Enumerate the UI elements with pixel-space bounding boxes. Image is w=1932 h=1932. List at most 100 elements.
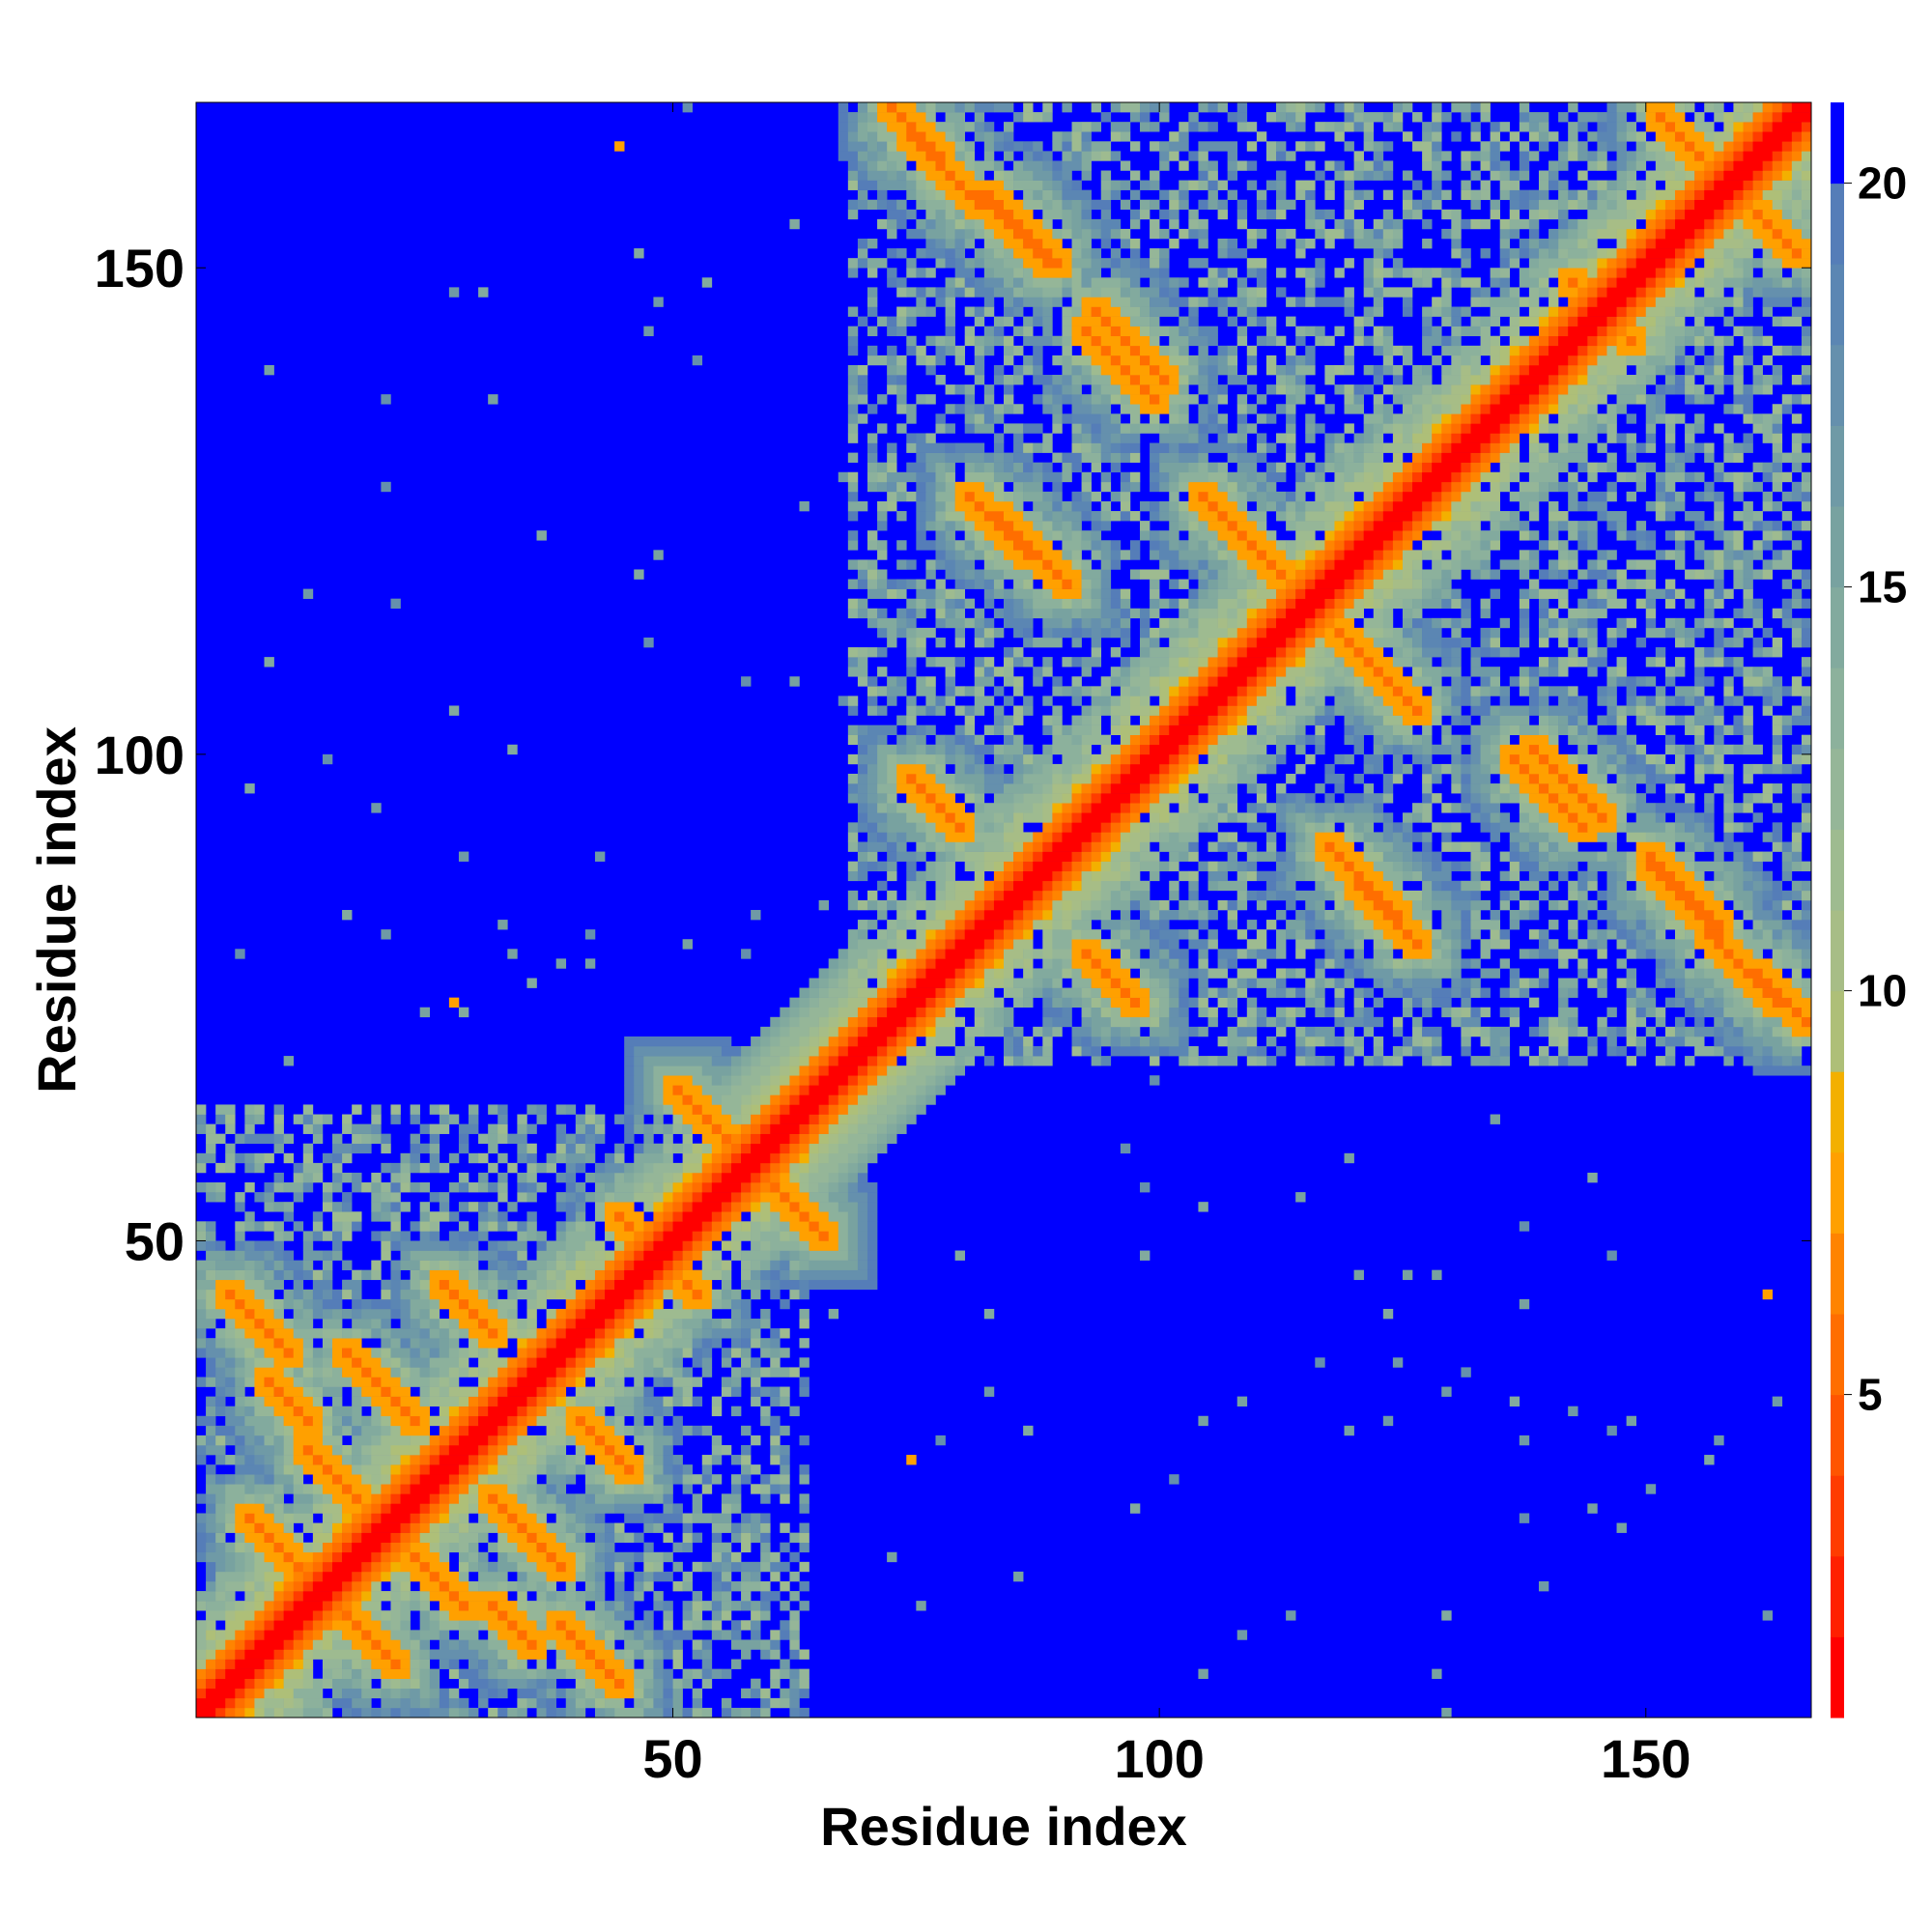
heatmap-cell — [225, 1542, 236, 1553]
heatmap-cell — [1791, 753, 1803, 765]
heatmap-cell — [469, 1415, 479, 1427]
heatmap-cell — [264, 1221, 274, 1232]
heatmap-cell — [1606, 841, 1617, 852]
heatmap-cell — [302, 1444, 314, 1456]
heatmap-cell — [244, 1260, 255, 1270]
heatmap-cell — [283, 1269, 295, 1281]
heatmap-cell — [594, 1367, 606, 1378]
heatmap-cell — [1548, 1026, 1569, 1037]
heatmap-cell — [594, 1162, 606, 1174]
heatmap-cell — [847, 870, 859, 882]
heatmap-cell — [1305, 1036, 1316, 1047]
heatmap-cell — [760, 1688, 771, 1699]
heatmap-cell — [643, 1707, 664, 1719]
heatmap-cell — [332, 1367, 343, 1378]
heatmap-cell — [634, 1289, 644, 1300]
heatmap-cell — [1100, 920, 1122, 930]
heatmap-cell — [1033, 763, 1043, 775]
heatmap-cell — [488, 1542, 498, 1553]
heatmap-cell — [254, 1425, 274, 1436]
heatmap-cell — [400, 1707, 411, 1719]
heatmap-cell — [439, 1551, 450, 1563]
heatmap-cell — [1441, 1610, 1452, 1621]
heatmap-cell — [1334, 899, 1345, 911]
heatmap-cell — [1723, 812, 1734, 823]
heatmap-cell — [332, 1678, 353, 1690]
heatmap-cell — [555, 1289, 567, 1300]
heatmap-cell — [488, 1474, 508, 1485]
heatmap-cell — [906, 968, 917, 979]
heatmap-cell — [448, 1415, 460, 1427]
heatmap-cell — [760, 1474, 771, 1485]
heatmap-cell — [1344, 1026, 1354, 1037]
heatmap-cell — [672, 1503, 683, 1514]
heatmap-cell — [371, 1192, 382, 1203]
heatmap-cell — [312, 1522, 324, 1533]
heatmap-cell — [1664, 997, 1676, 1009]
heatmap-cell — [1159, 1007, 1170, 1018]
heatmap-cell — [517, 1123, 527, 1134]
heatmap-cell — [1150, 987, 1170, 998]
heatmap-cell — [751, 1386, 761, 1397]
heatmap-cell — [497, 1269, 518, 1281]
heatmap-cell — [371, 1415, 382, 1427]
heatmap-cell — [478, 1444, 489, 1456]
heatmap-cell — [536, 1396, 547, 1406]
heatmap-cell — [244, 1406, 255, 1417]
heatmap-cell — [1042, 939, 1053, 950]
heatmap-cell — [371, 1377, 382, 1387]
heatmap-cell — [1685, 978, 1715, 988]
heatmap-cell — [760, 1046, 771, 1057]
heatmap-cell — [614, 1415, 625, 1427]
heatmap-cell — [1033, 783, 1043, 794]
heatmap-cell — [1286, 832, 1296, 842]
heatmap-cell — [264, 1348, 284, 1358]
heatmap-cell — [1081, 968, 1102, 979]
heatmap-cell — [1100, 1036, 1112, 1047]
heatmap-cell — [1208, 1056, 1218, 1066]
heatmap-cell — [273, 1591, 284, 1602]
heatmap-cell — [1315, 978, 1325, 988]
heatmap-cell — [1762, 793, 1774, 804]
heatmap-cell — [507, 1202, 518, 1212]
heatmap-cell — [497, 1123, 508, 1134]
heatmap-cell — [993, 861, 1005, 872]
heatmap-cell — [614, 1601, 625, 1611]
heatmap-cell — [575, 1639, 586, 1650]
heatmap-cell — [974, 899, 985, 911]
heatmap-cell — [352, 1571, 362, 1582]
heatmap-cell — [1762, 929, 1774, 940]
heatmap-cell — [896, 958, 907, 969]
heatmap-cell — [439, 1610, 450, 1621]
heatmap-cell — [1227, 958, 1238, 969]
heatmap-cell — [1236, 812, 1248, 823]
heatmap-cell — [1762, 1289, 1774, 1300]
heatmap-cell — [381, 1707, 391, 1719]
heatmap-cell — [322, 1425, 333, 1436]
heatmap-cell — [653, 1474, 673, 1485]
heatmap-cell — [857, 1202, 868, 1212]
heatmap-cell — [215, 1455, 226, 1465]
heatmap-cell — [1169, 949, 1189, 959]
heatmap-cell — [1256, 1056, 1267, 1066]
heatmap-cell — [847, 1085, 859, 1095]
heatmap-cell — [780, 1580, 790, 1592]
heatmap-cell — [780, 1211, 800, 1222]
heatmap-cell — [1344, 822, 1354, 833]
heatmap-cell — [1071, 949, 1082, 959]
heatmap-cell — [517, 1649, 547, 1660]
heatmap-cell — [643, 1630, 654, 1640]
heatmap-cell — [818, 1202, 839, 1212]
heatmap-cell — [1470, 899, 1491, 911]
heatmap-cell — [847, 783, 859, 794]
heatmap-cell — [371, 1707, 382, 1719]
heatmap-cell — [419, 1182, 431, 1193]
heatmap-cell — [575, 1513, 586, 1523]
heatmap-cell — [1577, 968, 1588, 979]
heatmap-cell — [974, 1007, 985, 1018]
heatmap-cell — [206, 1406, 216, 1417]
heatmap-cell — [439, 1522, 450, 1533]
heatmap-cell — [526, 1396, 537, 1406]
heatmap-cell — [244, 1678, 255, 1690]
heatmap-cell — [469, 1202, 479, 1212]
